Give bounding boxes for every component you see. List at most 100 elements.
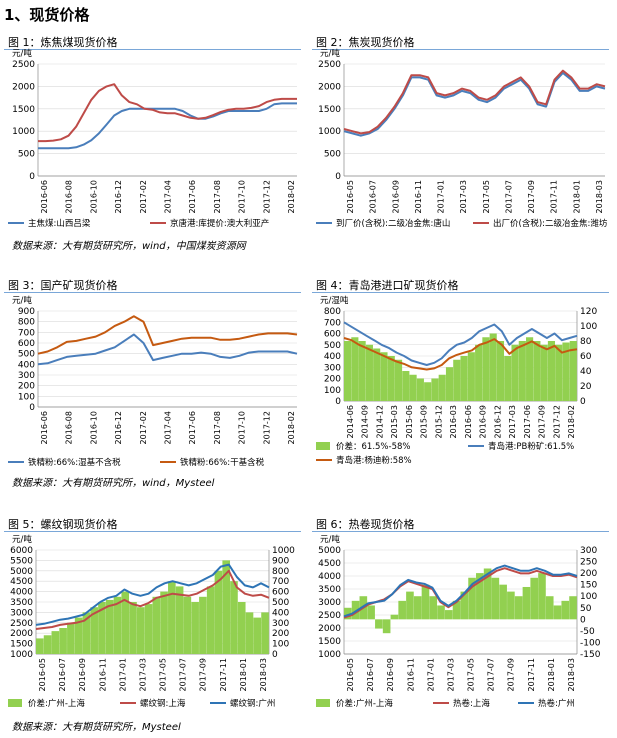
y2-tick-label: 700 bbox=[272, 577, 289, 587]
legend-label: 铁精粉:66%:干基含税 bbox=[180, 457, 265, 468]
x-tick-label: 2016-12 bbox=[493, 405, 502, 438]
title-rule bbox=[312, 531, 609, 532]
y-axis-unit: 元/吨 bbox=[12, 295, 32, 306]
series-line bbox=[35, 563, 270, 626]
y-axis-unit: 元/吨 bbox=[320, 48, 340, 59]
y2-tick-label: -150 bbox=[580, 650, 601, 660]
bar-mark bbox=[453, 359, 461, 401]
x-tick-label: 2017-05 bbox=[482, 180, 491, 213]
x-tick-label: 2017-05 bbox=[467, 658, 476, 691]
chart-fig5: 图 5：螺纹钢现货价格 元/吨 1000 1500 2000 2500 3000 3500 40… bbox=[0, 516, 305, 716]
y2-tick-label: 20 bbox=[580, 382, 592, 392]
bar-mark bbox=[390, 614, 399, 620]
bar-mark bbox=[530, 577, 539, 620]
bar-mark bbox=[375, 619, 383, 629]
y-tick-label: 1000 bbox=[318, 650, 341, 660]
chart-title: 图 2：焦炭现货价格 bbox=[316, 36, 415, 49]
x-tick-label: 2016-12 bbox=[114, 180, 123, 213]
chart-svg: 元/吨 0 500 1000 1500 2000 2500 2016-06 2016-08 201… bbox=[8, 48, 297, 229]
bar-mark bbox=[98, 602, 106, 654]
y-tick-label: 200 bbox=[18, 382, 35, 392]
y2-tick-label: 600 bbox=[272, 588, 289, 598]
bar-mark bbox=[452, 600, 461, 620]
x-tick-label: 2015-09 bbox=[420, 405, 429, 438]
x-tick-label: 2018-03 bbox=[567, 658, 576, 691]
legend-label: 价差:广州-上海 bbox=[28, 698, 85, 709]
series-line bbox=[343, 69, 606, 135]
x-tick-label: 2017-04 bbox=[164, 411, 173, 444]
y-tick-label: 4000 bbox=[10, 588, 33, 598]
y2-tick-label: -100 bbox=[580, 638, 601, 648]
x-tick-label: 2017-09 bbox=[507, 658, 516, 691]
legend-label: 铁精粉:66%:湿基不含税 bbox=[28, 457, 121, 468]
bar-mark bbox=[152, 596, 161, 654]
x-tick-label: 2017-03 bbox=[459, 180, 468, 213]
title-rule bbox=[312, 49, 609, 50]
x-tick-label: 2016-08 bbox=[65, 180, 74, 213]
y2-tick-label: 1000 bbox=[272, 546, 295, 556]
source-note-1: 数据来源：大有期货研究所，wind，中国煤炭资源网 bbox=[12, 241, 246, 252]
y-tick-label: 700 bbox=[18, 328, 35, 338]
y-tick-label: 5000 bbox=[10, 567, 33, 577]
legend-label: 热卷:上海 bbox=[453, 698, 490, 709]
bar-mark bbox=[402, 371, 410, 401]
y-tick-label: 500 bbox=[18, 150, 35, 160]
bar-mark bbox=[406, 591, 414, 620]
chart-title: 图 3：国产矿现货价格 bbox=[8, 279, 118, 292]
bar-mark bbox=[483, 568, 492, 620]
bar-mark bbox=[562, 342, 570, 401]
x-tick-label: 2017-01 bbox=[437, 180, 446, 213]
bar-mark bbox=[444, 610, 453, 620]
y-tick-label: 100 bbox=[324, 386, 341, 396]
y-tick-label: 0 bbox=[29, 172, 35, 182]
x-tick-label: 2017-04 bbox=[164, 180, 173, 213]
y-tick-label: 1500 bbox=[10, 640, 33, 650]
y-tick-label: 4500 bbox=[10, 577, 33, 587]
x-tick-label: 2018-03 bbox=[595, 180, 604, 213]
x-tick-label: 2017-09 bbox=[199, 658, 208, 691]
y-tick-label: 600 bbox=[324, 330, 341, 340]
y2-tick-label: 250 bbox=[580, 558, 597, 568]
x-tick-label: 2017-08 bbox=[213, 180, 222, 213]
bar-mark bbox=[160, 591, 168, 654]
x-tick-label: 2016-06 bbox=[40, 411, 49, 444]
x-tick-label: 2016-09 bbox=[78, 658, 87, 691]
bar-mark bbox=[67, 622, 75, 654]
source-note-3: 数据来源：大有期货研究所，Mysteel bbox=[12, 722, 181, 733]
y2-tick-label: 500 bbox=[272, 598, 289, 608]
series-line bbox=[37, 315, 298, 355]
y2-tick-label: 200 bbox=[580, 569, 597, 579]
y-tick-label: 3500 bbox=[10, 598, 33, 608]
bar-mark bbox=[460, 591, 469, 620]
bar-mark bbox=[569, 341, 577, 401]
series-line bbox=[343, 337, 578, 371]
y2-tick-label: 200 bbox=[272, 629, 289, 639]
chart-title: 图 1：炼焦煤现货价格 bbox=[8, 36, 118, 49]
x-tick-label: 2016-09 bbox=[391, 180, 400, 213]
bar-mark bbox=[59, 628, 67, 654]
y-tick-label: 800 bbox=[324, 307, 341, 317]
x-tick-label: 2017-12 bbox=[262, 411, 271, 444]
bar-mark bbox=[496, 341, 505, 401]
x-tick-label: 2017-06 bbox=[188, 411, 197, 444]
y2-tick-label: 300 bbox=[272, 619, 289, 629]
bar-mark bbox=[555, 344, 563, 401]
y-tick-label: 600 bbox=[18, 339, 35, 349]
x-tick-label: 2015-06 bbox=[405, 405, 414, 438]
bar-mark bbox=[113, 596, 122, 654]
x-tick-label: 2017-03 bbox=[138, 658, 147, 691]
y2-tick-label: 300 bbox=[580, 546, 597, 556]
y-tick-label: 5500 bbox=[10, 556, 33, 566]
bar-mark bbox=[437, 605, 445, 620]
x-tick-label: 2016-07 bbox=[366, 658, 375, 691]
legend-label: 京唐港:库提价:澳大利亚产 bbox=[170, 218, 269, 229]
bar-mark bbox=[533, 341, 541, 401]
x-tick-label: 2016-03 bbox=[449, 405, 458, 438]
x-tick-label: 2016-11 bbox=[98, 658, 107, 691]
x-tick-label: 2017-01 bbox=[426, 658, 435, 691]
legend-label: 青岛港:杨迪粉:58% bbox=[336, 455, 412, 466]
x-tick-label: 2017-09 bbox=[538, 405, 547, 438]
y-tick-label: 400 bbox=[18, 360, 35, 370]
bar-mark bbox=[504, 356, 512, 401]
